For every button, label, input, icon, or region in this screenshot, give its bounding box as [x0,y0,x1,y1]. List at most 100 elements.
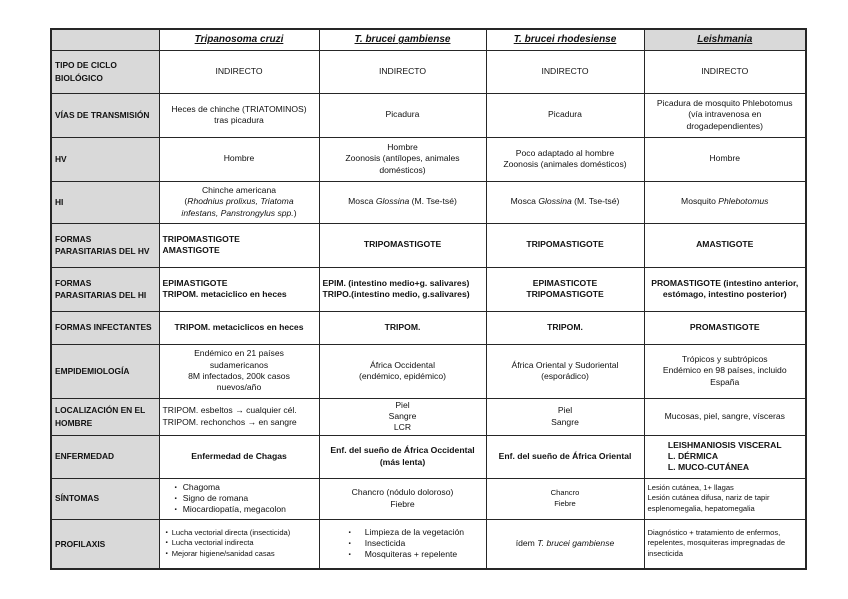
table-row: HV Hombre Hombre Zoonosis (antílopes, anima… [50,136,807,182]
text-segment: Mosquito [681,196,719,207]
text-segment: Sangre [551,416,579,427]
cell-line: Sangre [323,411,483,422]
cell-line: esplenomegalia, hepatomegalia [648,504,803,515]
cell-line: TRIPOM. [323,322,483,333]
cell-content: Enf. del sueño de África Occidental (más … [323,445,483,468]
row-label: HV [50,136,160,182]
bullet-icon: ▪ [165,550,168,558]
cell-line: L. DÉRMICA [668,451,782,462]
table-cell: África Occidental (endémico, epidémico) [318,343,487,399]
bullet-icon: ▪ [174,506,177,514]
cell-line: INDIRECTO [490,66,641,77]
cell-content: Mucosas, piel, sangre, vísceras [648,411,803,422]
table-cell: Picadura [485,92,645,138]
cell-content: TRIPOMASTIGOTE [323,239,483,250]
text-segment: Fiebre [554,498,576,508]
text-segment: sudamericanos [209,359,269,370]
text-segment: AMASTIGOTE [162,245,220,255]
table-cell: PROMASTIGOTE (intestino anterior, estómag… [643,266,807,312]
cell-content: PROMASTIGOTE (intestino anterior, estómag… [648,278,803,301]
cell-line: Trópicos y subtrópicos [648,354,803,365]
table-cell: Hombre Zoonosis (antílopes, animales domés… [318,136,487,182]
cell-line: EPIMASTICOTE [490,278,641,289]
row-label-line: EMPIDEMIOLOGÍA [55,365,130,376]
cell-line: Picadura de mosquito Phlebotomus [648,98,803,109]
row-label-line: FORMAS [55,233,92,244]
cell-line: Picadura [490,109,641,120]
table-cell: TRIPOM. [485,310,645,345]
cell-content: TRIPOMASTIGOTE AMASTIGOTE [163,234,316,257]
table-cell: INDIRECTO [643,49,807,94]
table-cell: Hombre [643,136,807,182]
cell-content: EPIMASTIGOTE TRIPOM. metaciclico en heces [163,278,316,301]
row-label-line: VÍAS DE TRANSMISIÓN [55,109,150,120]
cell-line: TRIPOM. esbeltos → cualquier cél. [163,405,316,416]
cell-line: Mucosas, piel, sangre, vísceras [648,411,803,422]
text-segment: Miocardiopatía, megacolon [182,504,286,515]
text-segment: Glossina [538,196,572,207]
cell-content: INDIRECTO [648,66,803,77]
cell-content: Hombre [163,153,316,164]
cell-line: Heces de chinche (TRIATOMINOS) [163,104,316,115]
table-cell: Hombre [158,136,320,182]
table-cell: Mosquito Phlebotomus [643,180,807,224]
cell-line: Lesión cutánea, 1+ llagas [648,483,803,494]
text-segment: Chancro [550,487,580,497]
row-label-line: PARASITARIAS DEL HV [55,246,150,256]
bullet-icon: ▪ [174,494,177,502]
table-cell: ▪ Lucha vectorial directa (insecticida) ▪ L… [158,518,320,570]
cell-line: Enfermedad de Chagas [163,451,316,462]
cell-line: (endémico, epidémico) [323,371,483,382]
cell-content: Hombre [648,153,803,164]
cell-content: TRIPOMASTIGOTE [490,239,641,250]
text-segment: Lucha vectorial indirecta [171,538,254,548]
text-segment: EPIMASTIGOTE [162,277,228,288]
cell-line: Fiebre [490,499,641,510]
cell-line: INDIRECTO [323,66,483,77]
table-cell: TRIPOM. [318,310,487,345]
text-segment: Enf. del sueño de África Oriental [498,450,632,461]
text-segment: INDIRECTO [215,65,263,76]
text-segment: LEISHMANIOSIS VISCERAL [667,439,782,450]
table-cell: Trópicos y subtrópicos Endémico en 98 paí… [643,343,807,399]
table-cell: Chinche americana (Rhodnius prolixus, Tri… [158,180,320,224]
text-segment: estómago, intestino posterior) [662,289,787,299]
row-label: PROFILAXIS [50,518,160,570]
cell-line: (vía intravenosa en [648,109,803,120]
text-segment: África Oriental y Sudoriental [511,359,619,370]
cell-line: Chancro [490,488,641,499]
bullet-icon: ▪ [348,540,351,548]
text-segment: España [710,376,740,387]
cell-line: ▪ Chagoma [163,482,316,493]
table-cell: EPIMASTIGOTE TRIPOM. metaciclico en heces [158,266,320,312]
cell-line: Sangre [490,417,641,428]
cell-line: Piel [323,400,483,411]
cell-content: Enfermedad de Chagas [163,451,316,462]
table-cell: Poco adaptado al hombre Zoonosis (animale… [485,136,645,182]
table-cell: Enf. del sueño de África Occidental (más … [318,434,487,479]
cell-line: ▪ Mosquiteras + repelente [323,549,483,560]
cell-line: domésticos) [323,165,483,176]
cell-content: TRIPOM. metaciclicos en heces [163,322,316,333]
table-row: TIPO DE CICLO BIOLÓGICO INDIRECTO INDIRECTO… [50,49,807,94]
cell-line: ▪ Limpieza de la vegetación [323,527,483,538]
text-segment: TRIPOMASTIGOTE [526,289,604,299]
table-cell: ídem T. brucei gambiense [485,518,645,570]
text-segment: INDIRECTO [378,65,427,76]
cell-content: Picadura [323,109,483,120]
cell-content: Lesión cutánea, 1+ llagas Lesión cutánea … [648,483,803,515]
text-segment: esplenomegalia, hepatomegalia [647,503,755,513]
row-label: LOCALIZACIÓN EN EL HOMBRE [50,397,160,436]
table-cell: Enf. del sueño de África Oriental [485,434,645,479]
text-segment: África Occidental [370,359,435,370]
row-label-line: ENFERMEDAD [55,451,115,462]
cell-line: Hombre [323,142,483,153]
cell-line: nuevos/año [163,382,316,393]
text-segment: Picadura [548,109,582,120]
table-cell: Enfermedad de Chagas [158,434,320,479]
cell-line: ▪ Mejorar higiene/sanidad casas [163,549,316,560]
table-row: FORMAS INFECTANTES TRIPOM. metaciclicos e… [50,310,807,345]
cell-content: LEISHMANIOSIS VISCERAL L. DÉRMICA L. MUCO-… [668,440,782,474]
text-segment: Mejorar higiene/sanidad casas [171,549,275,559]
